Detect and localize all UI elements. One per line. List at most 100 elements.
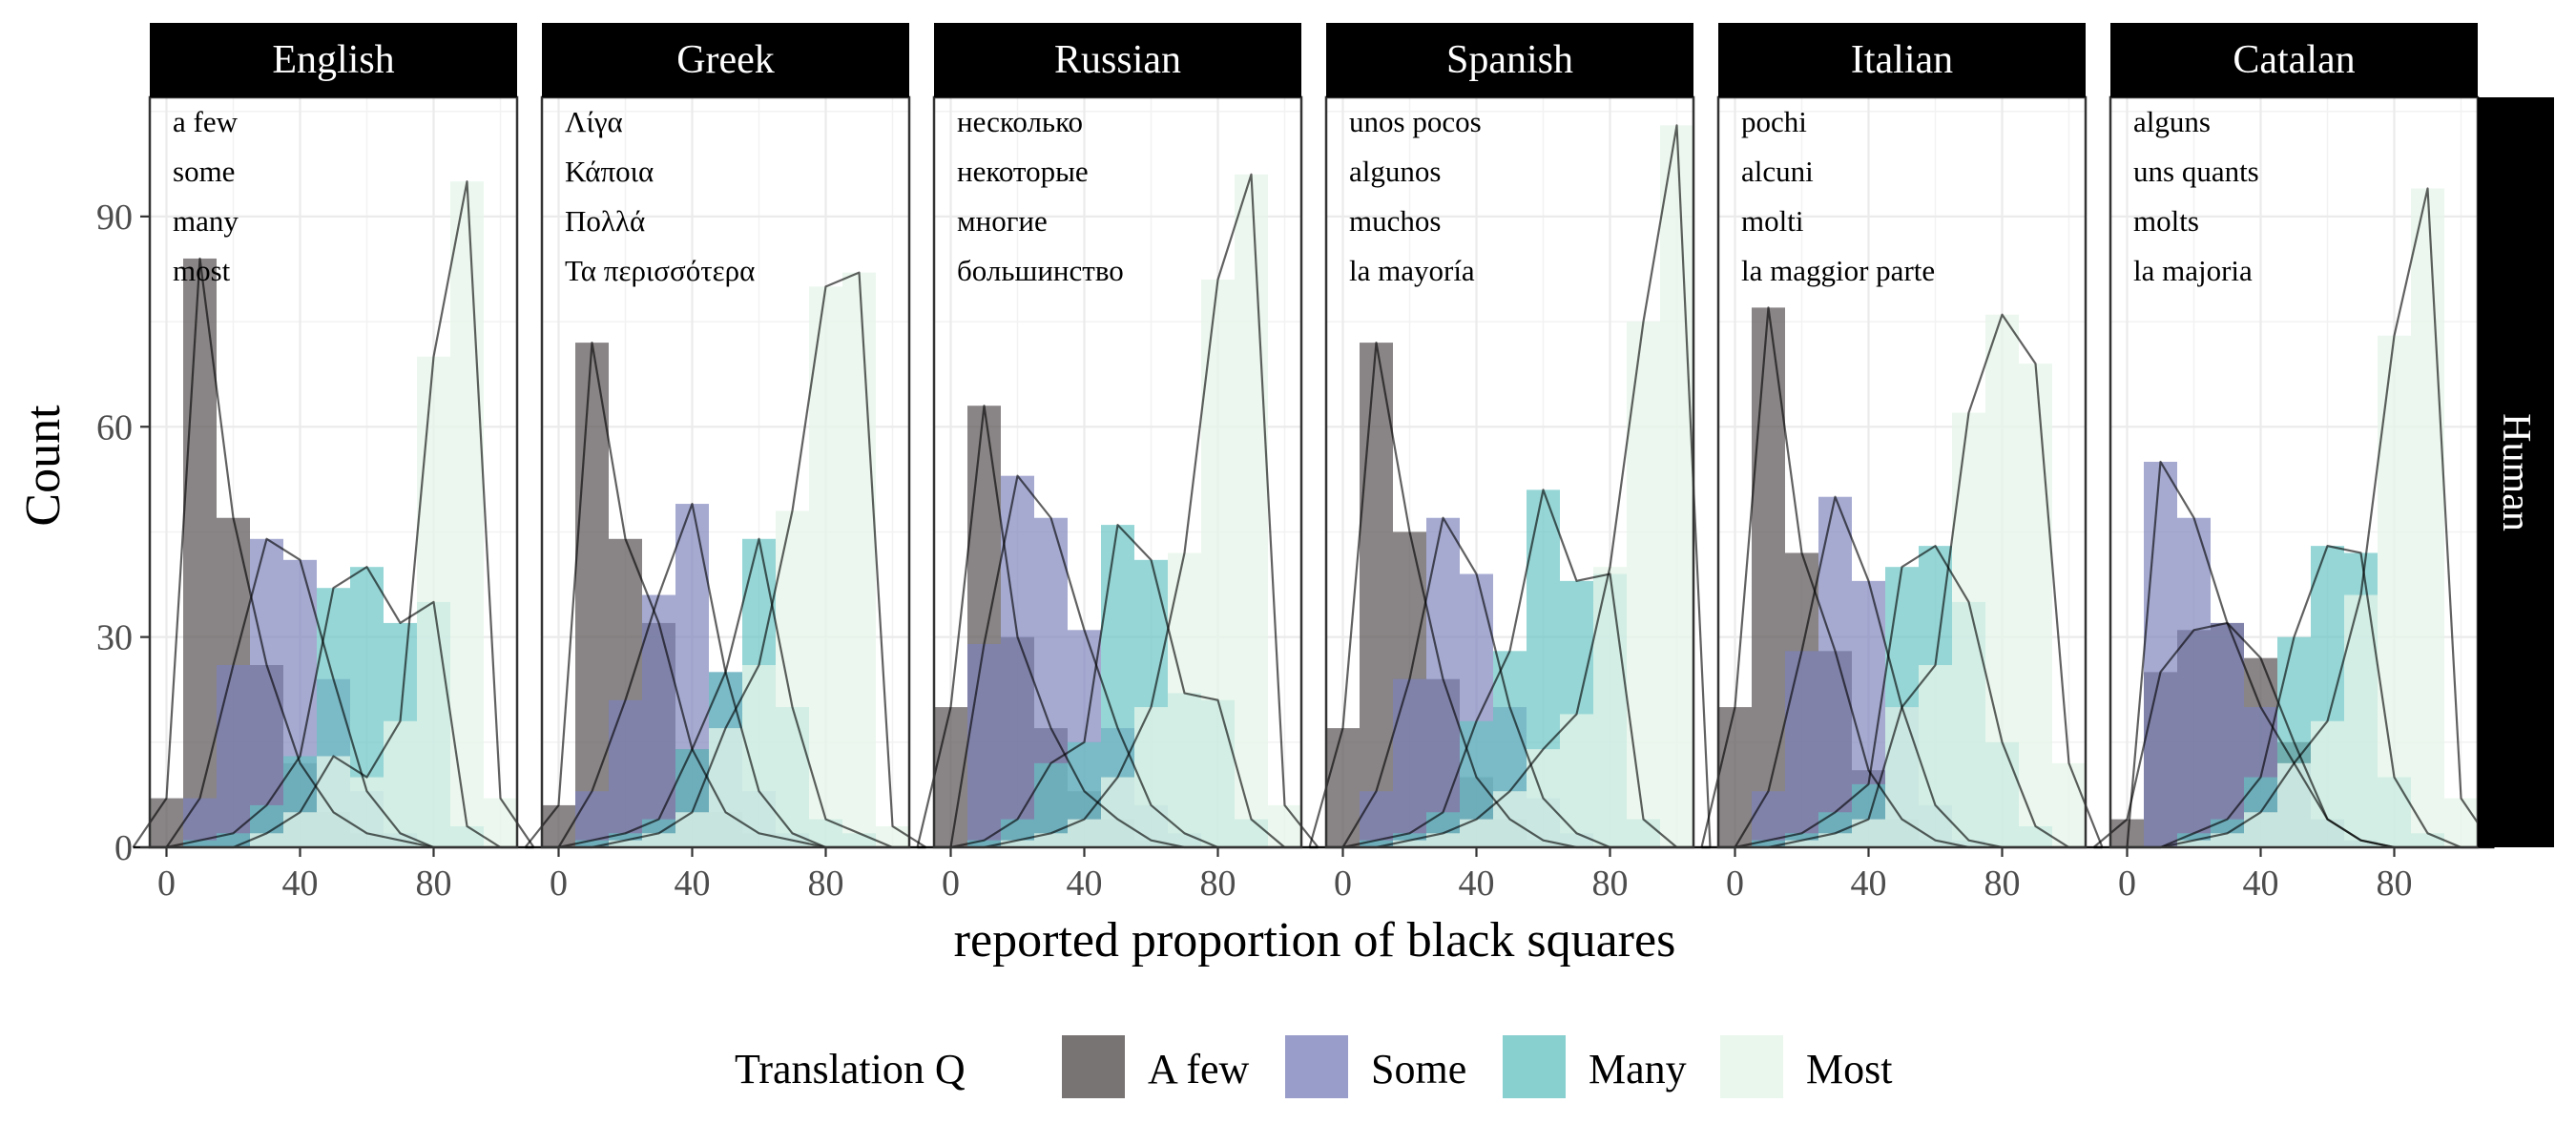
legend-key	[1062, 1035, 1125, 1098]
histogram-bar	[1952, 412, 1985, 847]
histogram-bar	[1785, 840, 1818, 847]
histogram-bar	[1268, 804, 1301, 847]
quantifier-word: la maggior parte	[1741, 254, 1935, 287]
histogram-bar	[1818, 833, 1852, 847]
strip-label: Catalan	[2233, 38, 2355, 82]
strip-label: Russian	[1054, 38, 1181, 82]
row-strip-label: Human	[2494, 413, 2538, 531]
quantifier-word: molts	[2133, 204, 2199, 238]
frequency-polygon-many	[1309, 489, 1711, 849]
histogram-bar	[575, 343, 609, 848]
histogram-bar	[384, 720, 417, 847]
histogram-bar	[2211, 622, 2244, 847]
strip-background	[2110, 23, 2478, 97]
row-strip: Human	[2478, 97, 2554, 847]
quantifier-word: muchos	[1349, 204, 1441, 238]
x-tick-label: 80	[1200, 864, 1236, 904]
row-strip-background	[2478, 97, 2554, 847]
x-tick-label: 40	[282, 864, 319, 904]
quantifier-word: algunos	[1349, 155, 1441, 188]
series-most	[1393, 125, 1693, 847]
histogram-bar	[1885, 707, 1919, 847]
histogram-bar	[1818, 496, 1852, 847]
histogram-bar	[1426, 833, 1460, 847]
histogram-bar	[542, 804, 575, 847]
legend-label: Most	[1806, 1046, 1892, 1093]
histogram-bar	[575, 840, 609, 847]
histogram-bar	[1752, 840, 1785, 847]
histogram-bar	[2177, 517, 2211, 847]
quantifier-word: uns quants	[2133, 155, 2259, 188]
legend: Translation Q A few Some Many Most	[735, 1035, 1892, 1098]
histogram-bar	[450, 181, 484, 847]
histogram-bar	[317, 756, 350, 847]
strip-label: Greek	[676, 38, 775, 82]
y-tick-label: 30	[96, 618, 133, 658]
strip-background	[1326, 23, 1693, 97]
x-tick-label: 0	[1726, 864, 1744, 904]
histogram-bar	[2244, 812, 2277, 847]
histogram-bar	[1168, 552, 1201, 847]
strip-background	[150, 23, 517, 97]
histogram-bar	[2144, 461, 2177, 847]
histogram-bar	[1785, 651, 1818, 847]
histogram-bar	[967, 643, 1001, 847]
quantifier-word: некоторые	[957, 155, 1089, 188]
quantifier-word: Τα περισσότερα	[565, 254, 755, 287]
x-tick-label: 0	[550, 864, 568, 904]
histogram-bar	[1034, 833, 1068, 847]
histogram-bar	[609, 699, 642, 847]
legend-key	[1720, 1035, 1783, 1098]
legend-item-most: Most	[1720, 1035, 1892, 1098]
series-most	[2177, 188, 2478, 847]
histogram-bar	[1919, 665, 1952, 847]
quantifier-word: alguns	[2133, 105, 2211, 138]
quantifier-word: pochi	[1741, 105, 1807, 138]
x-tick-label: 40	[1459, 864, 1495, 904]
series-most	[1785, 314, 2086, 848]
histogram-bar	[1426, 517, 1460, 847]
x-tick-label: 40	[1067, 864, 1103, 904]
quantifier-word: многие	[957, 204, 1048, 238]
histogram-bar	[709, 728, 742, 847]
x-tick-label: 80	[808, 864, 844, 904]
quantifier-word: a few	[173, 105, 239, 138]
histogram-bar	[609, 840, 642, 847]
x-tick-label: 80	[1592, 864, 1629, 904]
legend-title: Translation Q	[735, 1046, 966, 1093]
x-tick-label: 0	[2118, 864, 2136, 904]
facet-panel-english: a few some many most English 0 40 80 0 30 60 90	[96, 23, 535, 904]
facet-panel-greek: Λίγα Κάποια Πολλά Τα περισσότερα Greek 0 40 80	[524, 23, 927, 904]
histogram-bar	[250, 538, 283, 847]
histogram-bar	[2177, 840, 2211, 847]
quantifier-word: Πολλά	[565, 204, 645, 238]
quantifier-word: la majoria	[2133, 254, 2253, 287]
facet-panel-spanish: unos pocos algunos muchos la mayoría Spanish…	[1308, 23, 1712, 904]
frequency-polygon-many	[525, 537, 926, 849]
legend-label: Some	[1371, 1046, 1466, 1093]
histogram-bar	[1393, 840, 1426, 847]
quantifier-word: some	[173, 155, 235, 188]
histogram-bar	[876, 825, 909, 847]
histogram-bar	[967, 840, 1001, 847]
legend-label: A few	[1148, 1046, 1250, 1093]
histogram-bar	[642, 833, 675, 847]
histogram-bar	[1752, 307, 1785, 847]
histogram-bar	[842, 272, 876, 847]
quantifier-word: molti	[1741, 204, 1804, 238]
histogram-bar	[283, 812, 317, 847]
x-tick-label: 40	[675, 864, 711, 904]
strip-background	[934, 23, 1301, 97]
strip-background	[1718, 23, 2086, 97]
strip-label: Italian	[1851, 38, 1953, 82]
quantifier-word: many	[173, 204, 239, 238]
histogram-bar	[150, 798, 183, 847]
histogram-bar	[1235, 174, 1268, 848]
y-tick-label: 90	[96, 198, 133, 238]
histogram-bar	[1593, 567, 1627, 847]
histogram-bar	[2052, 762, 2086, 847]
histogram-bar	[2444, 798, 2478, 847]
histogram-bar	[1101, 777, 1134, 847]
y-tick-label: 60	[96, 407, 133, 448]
